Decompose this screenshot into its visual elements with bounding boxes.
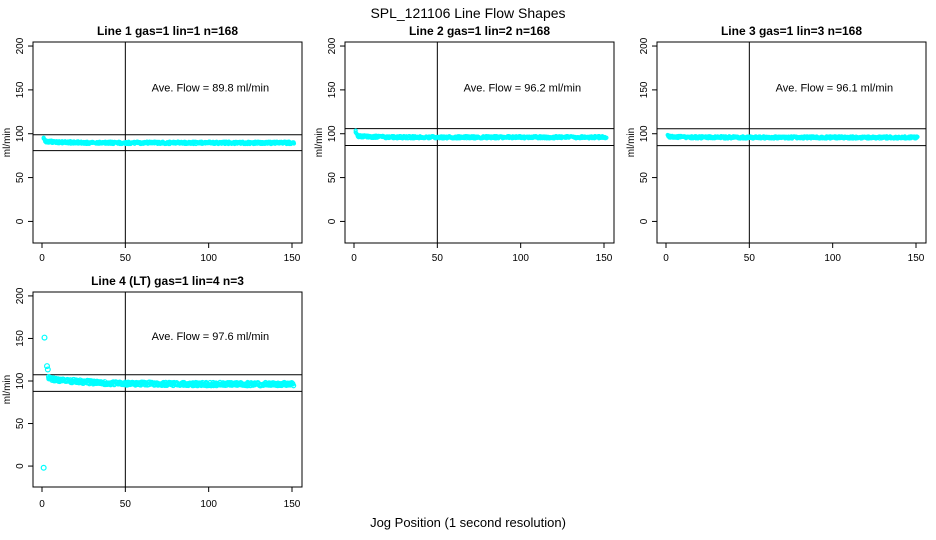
data-point bbox=[40, 464, 47, 471]
plot-box bbox=[656, 41, 927, 244]
y-tick-label: 100 bbox=[639, 125, 650, 142]
data-points bbox=[353, 128, 609, 141]
x-tick-label: 50 bbox=[120, 499, 132, 510]
y-tick-label: 0 bbox=[639, 218, 650, 224]
data-point bbox=[915, 134, 920, 140]
x-tick-label: 50 bbox=[432, 253, 444, 264]
x-tick-label: 150 bbox=[908, 253, 925, 264]
subplot-title: Line 1 gas=1 lin=1 n=168 bbox=[97, 24, 238, 38]
avg-flow-annotation: Ave. Flow = 96.2 ml/min bbox=[464, 83, 581, 95]
subplot-title: Line 4 (LT) gas=1 lin=4 n=3 bbox=[91, 274, 244, 288]
subplot-line-1: Line 1 gas=1 lin=1 n=168 0 50 100 150 0 50 100 1… bbox=[2, 24, 303, 264]
y-tick-label: 50 bbox=[639, 172, 650, 184]
data-point bbox=[356, 133, 362, 139]
x-tick-label: 50 bbox=[120, 253, 132, 264]
x-tick-label: 150 bbox=[284, 253, 301, 264]
subplot-title: Line 3 gas=1 lin=3 n=168 bbox=[721, 24, 862, 38]
data-point bbox=[252, 380, 258, 387]
data-point bbox=[46, 375, 53, 381]
x-tick-label: 100 bbox=[824, 253, 841, 264]
y-tick-label: 0 bbox=[327, 218, 338, 224]
y-tick-label: 100 bbox=[15, 372, 26, 389]
data-points bbox=[41, 135, 297, 147]
y-tick-label: 200 bbox=[639, 37, 650, 54]
data-point bbox=[290, 141, 295, 146]
x-tick-label: 0 bbox=[39, 499, 45, 510]
data-point bbox=[58, 376, 64, 383]
y-tick-label: 0 bbox=[15, 463, 26, 469]
data-point bbox=[44, 139, 50, 144]
y-axis-title: ml/min bbox=[626, 128, 637, 157]
x-tick-label: 100 bbox=[200, 499, 217, 510]
x-tick-label: 100 bbox=[200, 253, 217, 264]
y-tick-label: 100 bbox=[327, 125, 338, 142]
y-tick-label: 200 bbox=[15, 287, 26, 304]
avg-flow-annotation: Ave. Flow = 97.6 ml/min bbox=[152, 331, 269, 343]
plot-box bbox=[32, 41, 303, 244]
x-tick-label: 0 bbox=[351, 253, 357, 264]
y-tick-label: 150 bbox=[639, 81, 650, 98]
subplot-line-4: Line 4 (LT) gas=1 lin=4 n=3 0 50 100 150 0 50 1… bbox=[2, 274, 303, 510]
y-axis-title: ml/min bbox=[2, 375, 13, 404]
y-tick-label: 50 bbox=[15, 172, 26, 184]
x-tick-label: 100 bbox=[512, 253, 529, 264]
subplot-title: Line 2 gas=1 lin=2 n=168 bbox=[409, 24, 550, 38]
x-tick-label: 150 bbox=[284, 499, 301, 510]
data-point bbox=[41, 334, 48, 341]
data-point bbox=[290, 382, 297, 389]
y-axis-title: ml/min bbox=[314, 128, 325, 157]
y-tick-label: 150 bbox=[15, 330, 26, 347]
y-axis-title: ml/min bbox=[2, 128, 13, 157]
x-axis-label: Jog Position (1 second resolution) bbox=[370, 515, 566, 530]
avg-flow-annotation: Ave. Flow = 96.1 ml/min bbox=[776, 83, 893, 95]
avg-flow-annotation: Ave. Flow = 89.8 ml/min bbox=[152, 83, 269, 95]
y-tick-label: 200 bbox=[327, 37, 338, 54]
data-point bbox=[604, 135, 609, 140]
y-tick-label: 100 bbox=[15, 125, 26, 142]
x-tick-label: 150 bbox=[596, 253, 613, 264]
subplot-line-3: Line 3 gas=1 lin=3 n=168 0 50 100 150 0 50 100 1… bbox=[626, 24, 927, 264]
y-tick-label: 0 bbox=[15, 218, 26, 224]
y-tick-label: 150 bbox=[15, 81, 26, 98]
data-point bbox=[44, 366, 51, 373]
y-tick-label: 50 bbox=[15, 418, 26, 430]
data-points bbox=[40, 334, 297, 471]
y-tick-label: 200 bbox=[15, 37, 26, 54]
main-title: SPL_121106 Line Flow Shapes bbox=[370, 5, 566, 21]
data-point bbox=[43, 363, 50, 370]
plot-box bbox=[32, 291, 303, 488]
plot-box bbox=[344, 41, 615, 244]
data-points bbox=[665, 132, 920, 141]
x-tick-label: 50 bbox=[744, 253, 756, 264]
subplot-line-2: Line 2 gas=1 lin=2 n=168 0 50 100 150 0 50 100 1… bbox=[314, 24, 615, 264]
x-tick-label: 0 bbox=[663, 253, 669, 264]
y-tick-label: 50 bbox=[327, 172, 338, 184]
x-tick-label: 0 bbox=[39, 253, 45, 264]
y-tick-label: 150 bbox=[327, 81, 338, 98]
data-point bbox=[667, 134, 672, 139]
